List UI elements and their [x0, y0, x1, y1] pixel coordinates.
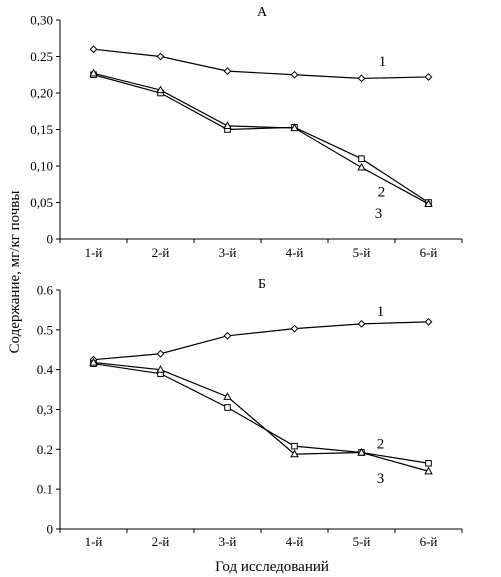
series-label: 1 — [377, 304, 385, 320]
series-line — [93, 74, 429, 204]
data-point — [357, 319, 366, 328]
data-point — [156, 349, 165, 358]
y-tick-label: 0.4 — [37, 362, 54, 377]
x-tick-label: 3-й — [219, 534, 237, 549]
data-point — [290, 324, 299, 333]
data-point — [223, 392, 232, 400]
x-tick-label: 6-й — [420, 534, 438, 549]
data-point — [156, 85, 165, 94]
x-axis-title: Год исследований — [215, 559, 329, 575]
data-point — [223, 121, 232, 129]
data-point — [291, 442, 298, 450]
chart-title: A — [257, 5, 268, 20]
x-tick-label: 3-й — [219, 245, 237, 260]
data-point — [224, 404, 231, 411]
x-tick-label: 1-й — [85, 245, 103, 260]
y-tick-label: 0,20 — [30, 86, 53, 101]
data-point — [290, 449, 299, 458]
y-tick-label: 0,3 — [37, 402, 53, 417]
data-point — [156, 52, 165, 61]
x-tick-label: 2-й — [152, 245, 170, 260]
data-point — [424, 466, 433, 475]
data-point — [223, 67, 232, 76]
data-point — [357, 447, 366, 456]
series-line — [93, 361, 429, 472]
y-tick-label: 0,30 — [30, 13, 53, 28]
chart-panel-2: Б 0 0.1 0.2 0,3 0.4 0.5 0.6 1-й 2-й 3-й 4-й 5-й 6-й 1 2… — [37, 277, 463, 549]
y-tick-label: 0.25 — [30, 49, 53, 64]
x-tick-label: 2-й — [152, 534, 170, 549]
y-tick-label: 0.6 — [37, 283, 54, 298]
series-1: 1 — [89, 45, 433, 83]
x-tick-label: 6-й — [420, 245, 438, 260]
series-label: 1 — [379, 54, 387, 70]
x-tick-label: 4-й — [286, 534, 304, 549]
series-line — [93, 48, 429, 80]
y-tick-label: 0 — [47, 232, 54, 247]
series-label: 3 — [375, 206, 383, 222]
x-tick-label: 1-й — [85, 534, 103, 549]
data-point — [424, 199, 433, 208]
series-line — [93, 321, 429, 361]
data-point — [290, 70, 299, 79]
y-tick-label: 0,15 — [30, 122, 53, 137]
y-tick-label: 0 — [47, 522, 54, 537]
x-tick-label: 5-й — [353, 245, 371, 260]
series-3: 3 — [89, 357, 433, 487]
data-point — [89, 357, 98, 366]
x-tick-label: 4-й — [286, 245, 304, 260]
data-point — [357, 162, 366, 171]
y-tick-label: 0,05 — [30, 195, 53, 210]
series-label: 2 — [378, 185, 386, 201]
series-label: 3 — [377, 471, 385, 487]
chart-panel-1: A 0 0,05 0,10 0,15 0,20 0.25 0,30 1-й 2-й 3-й 4-й 5-… — [30, 5, 463, 260]
chart-title: Б — [258, 277, 266, 292]
series-line — [93, 363, 429, 464]
data-point — [358, 155, 365, 162]
data-point — [290, 123, 299, 132]
data-point — [424, 317, 433, 326]
x-tick-label: 5-й — [353, 534, 371, 549]
series-3: 3 — [89, 68, 433, 222]
series-label: 2 — [377, 436, 385, 452]
data-point — [223, 331, 232, 340]
data-point — [357, 74, 366, 83]
y-tick-label: 0.5 — [37, 322, 53, 337]
data-point — [156, 365, 165, 373]
series-1: 1 — [89, 304, 433, 364]
data-point — [89, 68, 98, 77]
series-2: 2 — [90, 71, 432, 206]
y-axis-title: Содержание, мг/кг почвы — [7, 191, 23, 354]
data-point — [425, 459, 432, 467]
y-tick-label: 0.2 — [37, 442, 53, 457]
series-2: 2 — [90, 360, 432, 467]
data-point — [424, 73, 433, 81]
data-point — [89, 45, 98, 54]
y-tick-label: 0.1 — [37, 482, 53, 497]
series-line — [93, 72, 429, 205]
y-tick-label: 0,10 — [30, 159, 53, 174]
